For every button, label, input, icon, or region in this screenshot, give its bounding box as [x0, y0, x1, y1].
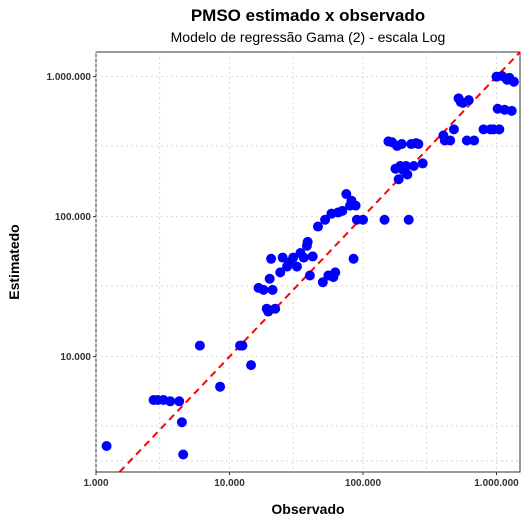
- data-point: [298, 252, 309, 263]
- data-point: [337, 205, 348, 216]
- data-point: [320, 214, 331, 225]
- data-point: [270, 303, 281, 314]
- chart-title: PMSO estimado x observado: [191, 6, 425, 25]
- y-tick-label: 10.000: [60, 352, 91, 363]
- data-point: [494, 124, 505, 135]
- data-point: [317, 277, 328, 288]
- data-point: [267, 284, 278, 295]
- data-point: [508, 76, 519, 87]
- data-point: [393, 174, 404, 185]
- data-point: [194, 340, 205, 351]
- x-tick-label: 100.000: [345, 478, 382, 489]
- x-tick-label: 1.000.000: [474, 478, 519, 489]
- data-point: [396, 139, 407, 150]
- data-point: [469, 135, 480, 146]
- data-point: [448, 124, 459, 135]
- data-point: [401, 161, 412, 172]
- reference-line-group: [118, 51, 521, 473]
- x-tick-label: 10.000: [214, 478, 245, 489]
- data-point: [291, 261, 302, 272]
- data-point: [417, 158, 428, 169]
- data-point: [461, 135, 472, 146]
- x-axis-ticks: 1.000 10.000 100.000 1.000.000: [83, 472, 519, 489]
- data-point: [275, 267, 286, 278]
- data-point: [237, 340, 248, 351]
- data-point: [348, 253, 359, 264]
- identity-reference-line: [118, 51, 521, 473]
- y-tick-label: 1.000.000: [47, 72, 92, 83]
- data-point: [174, 396, 185, 407]
- data-point: [357, 214, 368, 225]
- data-point: [330, 267, 341, 278]
- data-point: [246, 360, 257, 371]
- y-axis-label: Estimatedo: [6, 224, 22, 299]
- data-point: [312, 221, 323, 232]
- data-point: [264, 273, 275, 284]
- grid-lines: [95, 52, 520, 472]
- data-point: [402, 169, 413, 180]
- x-axis-label: Observado: [271, 501, 344, 517]
- data-point: [445, 135, 456, 146]
- data-point: [304, 270, 315, 281]
- y-tick-label: 100.000: [55, 212, 92, 223]
- y-axis-ticks: 10.000 100.000 1.000.000: [47, 72, 96, 363]
- data-point: [258, 284, 269, 295]
- chart-subtitle: Modelo de regressão Gama (2) - escala Lo…: [171, 29, 446, 45]
- data-point: [403, 214, 414, 225]
- data-point: [176, 417, 187, 428]
- data-point: [302, 236, 313, 247]
- data-point: [266, 253, 277, 264]
- data-point: [178, 449, 189, 460]
- data-point: [506, 105, 517, 116]
- data-point: [413, 139, 424, 150]
- data-point: [165, 396, 176, 407]
- data-point: [463, 95, 474, 106]
- data-point: [408, 161, 419, 172]
- data-point: [215, 381, 226, 392]
- data-point: [350, 200, 361, 211]
- data-point: [379, 214, 390, 225]
- data-point: [288, 252, 299, 263]
- x-tick-label: 1.000: [83, 478, 108, 489]
- data-point: [307, 251, 318, 262]
- data-point: [101, 441, 112, 452]
- data-points: [101, 71, 519, 460]
